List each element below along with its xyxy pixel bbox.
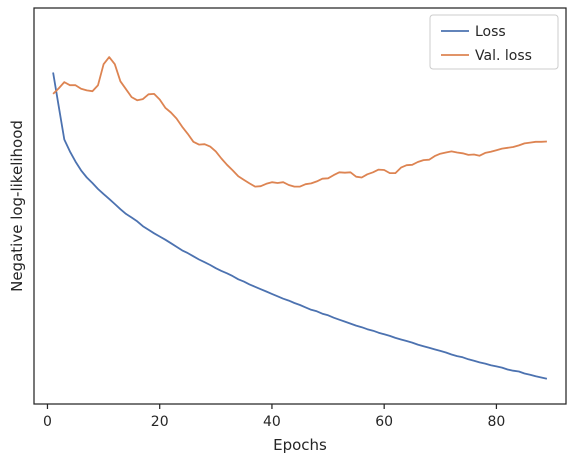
plot-area	[52, 56, 548, 380]
x-tick-label: 40	[263, 414, 281, 430]
x-tick-label: 0	[43, 414, 52, 430]
y-axis-label: Negative log-likelihood	[8, 120, 26, 292]
x-axis-label: Epochs	[273, 436, 327, 454]
legend: Loss Val. loss	[429, 14, 559, 70]
x-tick-label: 60	[375, 414, 393, 430]
series-line-loss	[52, 72, 548, 380]
x-tick-label: 80	[487, 414, 505, 430]
plot-frame	[33, 7, 567, 405]
legend-label-val-loss: Val. loss	[475, 48, 532, 64]
series-line-val-loss	[52, 56, 547, 188]
legend-label-loss: Loss	[475, 24, 506, 40]
x-tick-label: 20	[151, 414, 169, 430]
x-axis-ticks: 0 20 40 60 80	[43, 404, 505, 430]
